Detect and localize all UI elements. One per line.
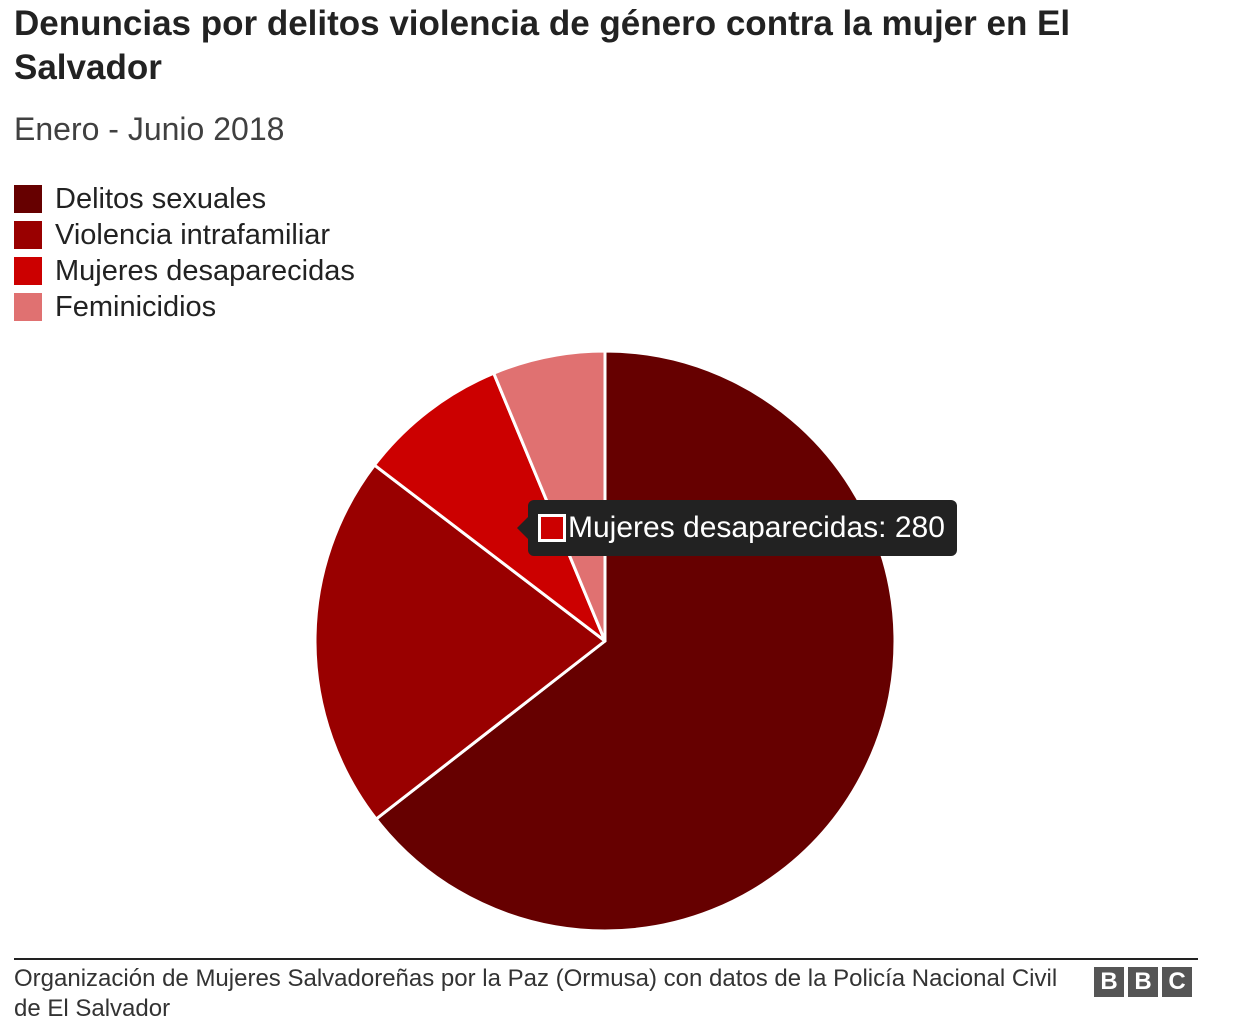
legend-label: Violencia intrafamiliar — [55, 219, 331, 251]
logo-letter: B — [1094, 967, 1124, 997]
tooltip-label: Mujeres desaparecidas: 280 — [568, 511, 945, 544]
chart-title: Denuncias por delitos violencia de géner… — [14, 4, 1071, 87]
legend-label: Feminicidios — [55, 291, 217, 323]
legend-swatch — [14, 185, 42, 213]
pie-slice-mujeres-desaparecidas[interactable] — [372, 371, 607, 643]
legend-label: Mujeres desaparecidas — [55, 255, 355, 287]
source-note: Organización de Mujeres Salvadoreñas por… — [14, 965, 1058, 1022]
legend-swatch — [14, 221, 42, 249]
legend-item-delitos-sexuales: Delitos sexuales — [14, 181, 355, 217]
footer-divider — [14, 958, 1198, 960]
legend-swatch — [14, 293, 42, 321]
tooltip: Mujeres desaparecidas: 280 — [517, 500, 957, 556]
legend-item-violencia-intrafamiliar: Violencia intrafamiliar — [14, 217, 355, 253]
tooltip-swatch — [538, 514, 566, 542]
pie-slice-delitos-sexuales[interactable] — [374, 349, 897, 933]
logo-letter: C — [1162, 967, 1192, 997]
bbc-logo: B B C — [1094, 967, 1192, 997]
pie-slice-violencia-intrafamiliar[interactable] — [313, 463, 607, 821]
logo-letter: B — [1128, 967, 1158, 997]
legend: Delitos sexuales Violencia intrafamiliar… — [14, 181, 355, 325]
legend-swatch — [14, 257, 42, 285]
legend-item-mujeres-desaparecidas: Mujeres desaparecidas — [14, 253, 355, 289]
legend-item-feminicidios: Feminicidios — [14, 289, 355, 325]
chart-subtitle: Enero - Junio 2018 — [14, 111, 285, 147]
legend-label: Delitos sexuales — [55, 183, 267, 215]
pie-slice-feminicidios[interactable] — [492, 349, 607, 643]
